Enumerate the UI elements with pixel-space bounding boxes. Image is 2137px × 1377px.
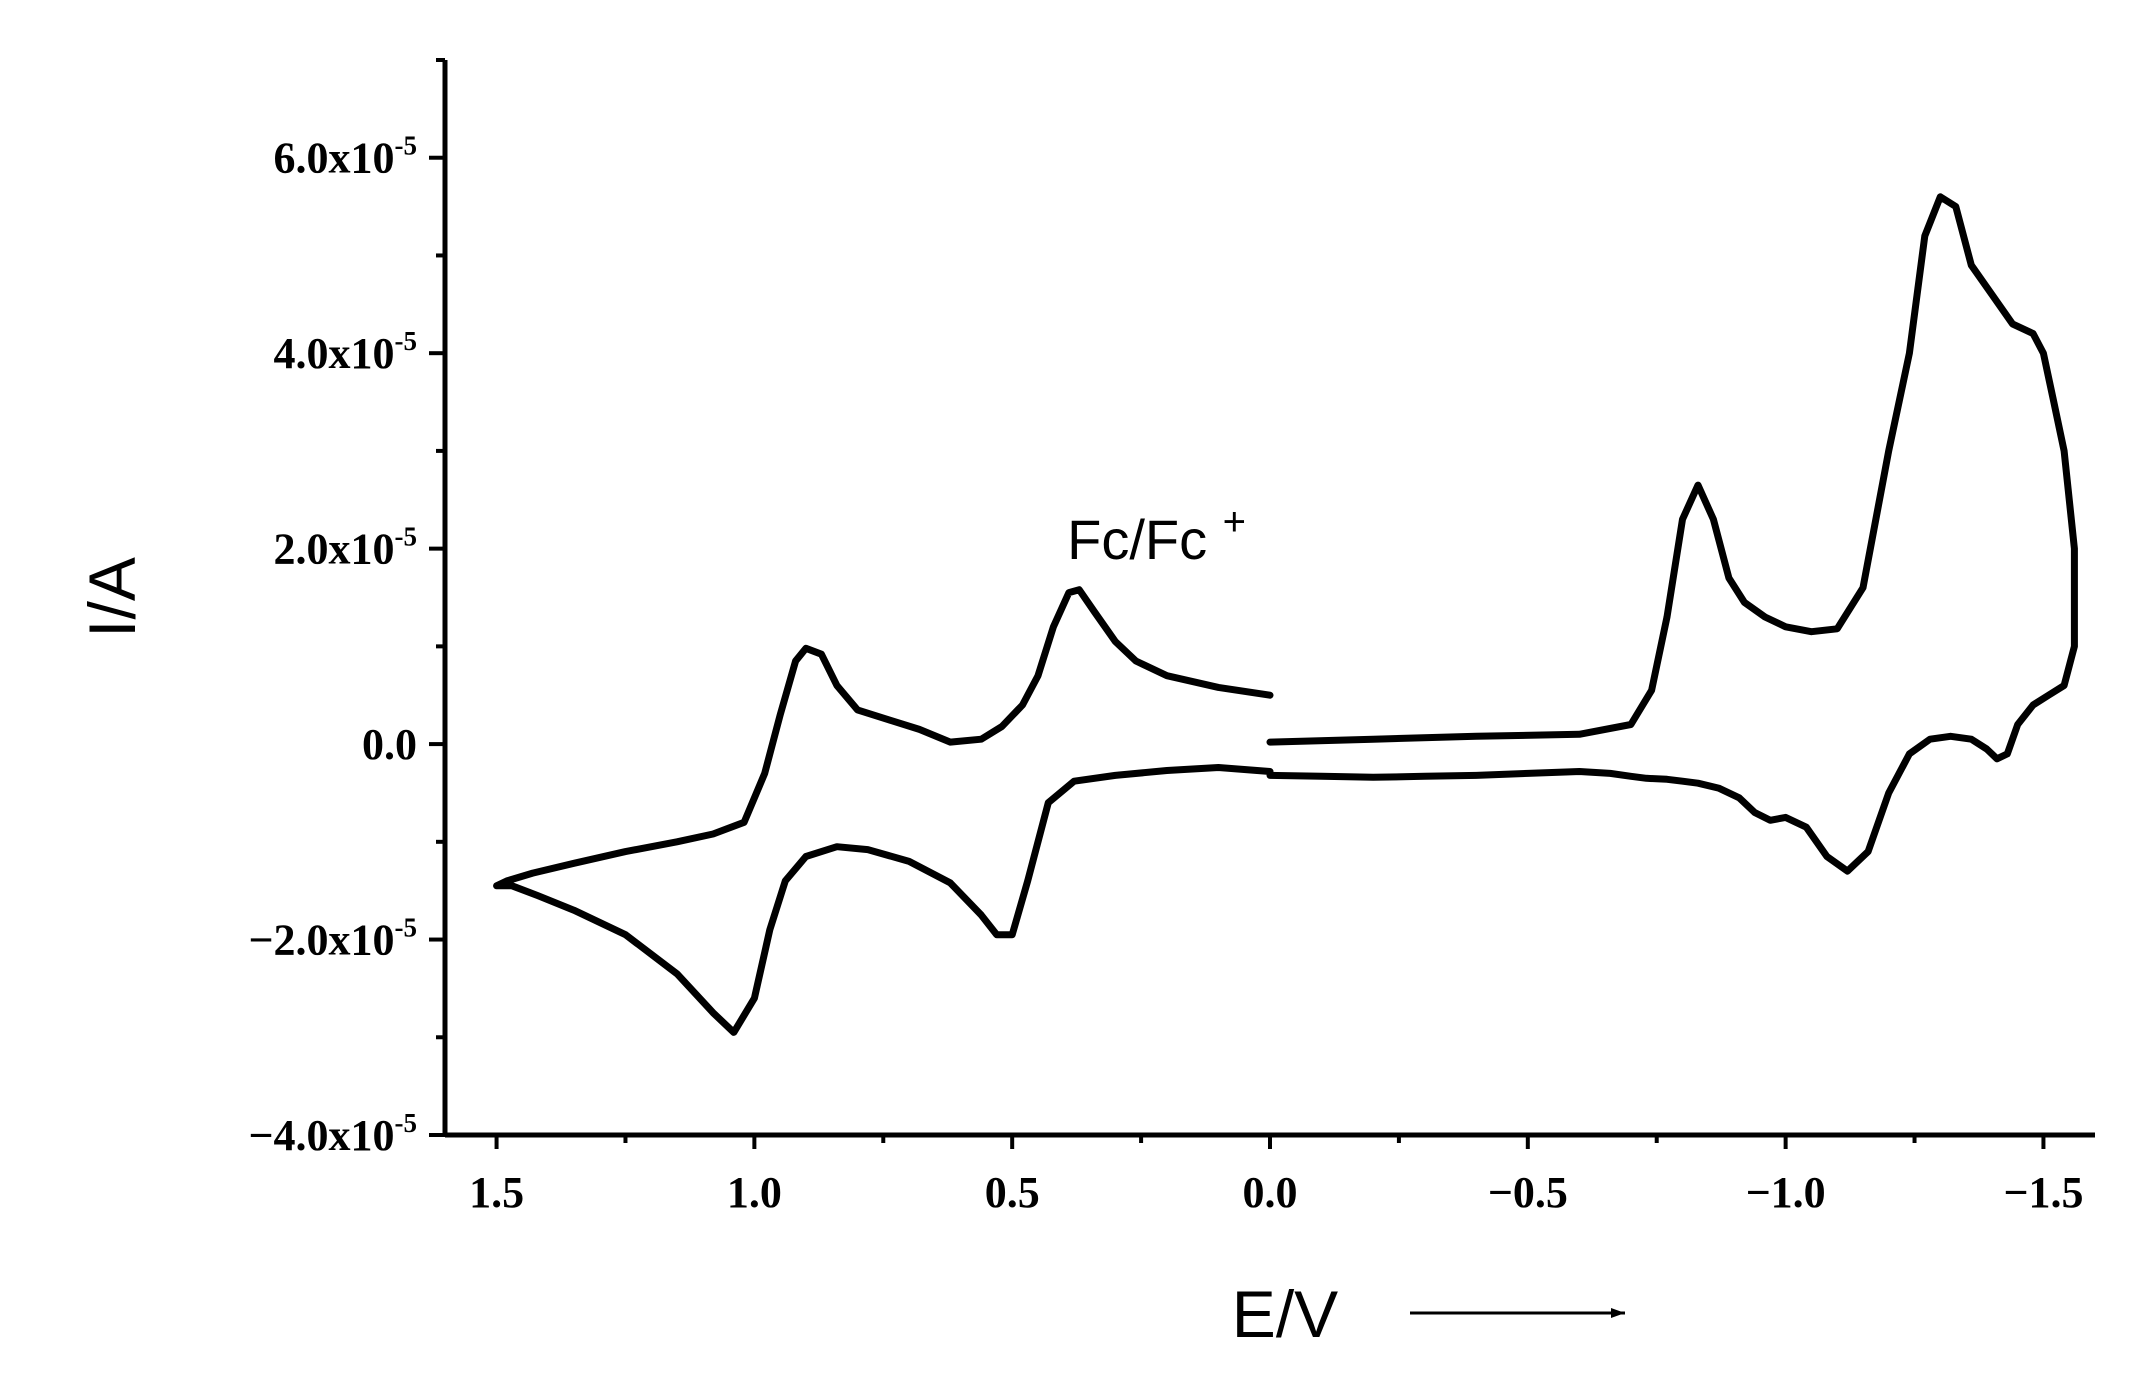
y-tick-mantissa: −4.0x10 [248, 1111, 394, 1160]
y-tick-exponent: -5 [395, 326, 418, 356]
y-tick-label: −2.0x10-5 [248, 913, 417, 965]
x-tick-label: 1.5 [469, 1168, 524, 1217]
y-tick-label: 6.0x10-5 [274, 131, 418, 183]
y-tick-mantissa: 6.0x10 [274, 134, 395, 183]
annotation-superscript: + [1223, 500, 1246, 544]
labels-layer: I/A E/V Fc/Fc + [75, 500, 1625, 1351]
x-tick-label: 1.0 [727, 1168, 782, 1217]
cv-curve-cv-left [493, 586, 1274, 1036]
cv-curve-cv-right [1266, 193, 2078, 875]
y-tick-mantissa: 0.0 [362, 720, 417, 769]
x-tick-label: −1.0 [1746, 1168, 1826, 1217]
axes-layer [442, 60, 2095, 1138]
y-tick-exponent: -5 [395, 1108, 418, 1138]
series-layer [493, 193, 2078, 1036]
y-axis-title: I/A [75, 557, 149, 638]
x-tick-label: 0.0 [1243, 1168, 1298, 1217]
y-tick-exponent: -5 [395, 522, 418, 552]
x-tick-label: 0.5 [985, 1168, 1040, 1217]
annotation-text: Fc/Fc [1067, 508, 1207, 571]
y-tick-exponent: -5 [395, 913, 418, 943]
y-tick-label: 4.0x10-5 [274, 326, 418, 378]
y-tick-mantissa: −2.0x10 [248, 916, 394, 965]
x-tick-label: −0.5 [1488, 1168, 1568, 1217]
y-tick-label: 2.0x10-5 [274, 522, 418, 574]
ferrocene-annotation: Fc/Fc + [1067, 500, 1246, 571]
ticks-layer: 6.0x10-54.0x10-52.0x10-50.0−2.0x10-5−4.0… [248, 58, 2083, 1217]
y-tick-mantissa: 4.0x10 [274, 329, 395, 378]
y-tick-label: 0.0 [362, 720, 417, 769]
x-tick-label: −1.5 [2003, 1168, 2083, 1217]
x-axis-title: E/V [1232, 1277, 1338, 1351]
y-tick-exponent: -5 [395, 131, 418, 161]
y-tick-label: −4.0x10-5 [248, 1108, 417, 1160]
y-tick-mantissa: 2.0x10 [274, 525, 395, 574]
